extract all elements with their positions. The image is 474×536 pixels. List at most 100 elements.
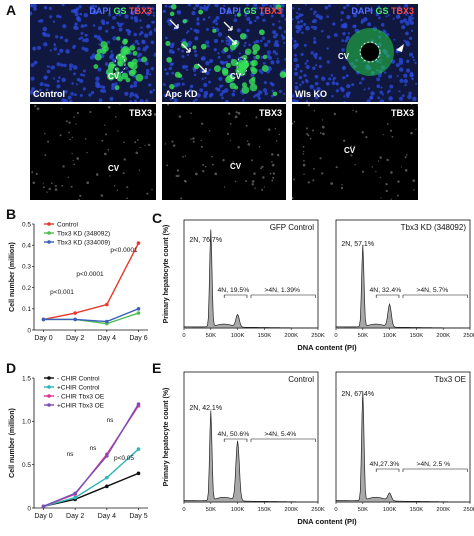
dapi-nucleus bbox=[63, 63, 67, 68]
dapi-nucleus bbox=[246, 4, 250, 6]
dapi-nucleus bbox=[384, 71, 387, 74]
tbx3-signal bbox=[172, 144, 176, 147]
tbx3-signal bbox=[237, 146, 240, 149]
tbx3-signal bbox=[353, 145, 356, 148]
dapi-nucleus bbox=[326, 47, 329, 50]
gs-cell bbox=[135, 73, 144, 82]
arrow-icon bbox=[169, 19, 179, 29]
dapi-nucleus bbox=[205, 40, 210, 45]
tbx3-signal bbox=[260, 167, 263, 170]
significance-label: p<0.0001 bbox=[76, 271, 104, 278]
condition-label-control: Control bbox=[33, 89, 65, 99]
dapi-nucleus bbox=[275, 33, 279, 37]
arrow-icon bbox=[197, 63, 207, 73]
dapi-nucleus bbox=[168, 22, 172, 26]
tissue-background bbox=[292, 104, 418, 200]
dapi-nucleus bbox=[225, 36, 229, 40]
legend-label: +CHIR Tbx3 OE bbox=[57, 402, 105, 409]
dapi-nucleus bbox=[162, 10, 165, 13]
dapi-nucleus bbox=[105, 21, 110, 25]
tbx3-signal bbox=[313, 110, 316, 112]
dapi-nucleus bbox=[413, 59, 416, 62]
x-tick-label: 200K bbox=[284, 507, 298, 513]
tbx3-signal bbox=[275, 140, 278, 142]
gs-cell bbox=[239, 33, 247, 40]
arrowhead-icon bbox=[396, 44, 404, 52]
data-point bbox=[73, 311, 77, 315]
dapi-nucleus bbox=[375, 12, 380, 17]
tbx3-signal bbox=[201, 122, 204, 125]
dapi-nucleus bbox=[78, 5, 82, 9]
dapi-nucleus bbox=[127, 32, 131, 36]
dapi-nucleus bbox=[412, 56, 415, 59]
dapi-nucleus bbox=[301, 13, 304, 17]
dapi-nucleus bbox=[221, 96, 224, 100]
tbx3-signal bbox=[182, 155, 184, 158]
gs-cell bbox=[249, 83, 258, 92]
dapi-nucleus bbox=[226, 10, 231, 15]
dapi-nucleus bbox=[163, 93, 167, 98]
cv-label: CV bbox=[108, 164, 120, 173]
dapi-nucleus bbox=[300, 19, 304, 23]
dapi-nucleus bbox=[271, 89, 274, 93]
dapi-nucleus bbox=[181, 77, 184, 80]
dapi-nucleus bbox=[82, 38, 86, 42]
dapi-nucleus bbox=[79, 78, 84, 84]
x-tick-label: 100K bbox=[231, 507, 245, 513]
x-tick-label: 0 bbox=[182, 333, 185, 339]
tbx3-signal bbox=[71, 136, 73, 139]
dapi-nucleus bbox=[299, 69, 303, 73]
dapi-nucleus bbox=[60, 63, 64, 67]
tbx3-signal bbox=[385, 189, 388, 193]
tbx3-signal bbox=[192, 140, 195, 143]
dapi-nucleus bbox=[300, 52, 304, 57]
dapi-nucleus bbox=[273, 34, 277, 39]
dapi-nucleus bbox=[213, 48, 217, 52]
tbx3-signal bbox=[46, 191, 48, 193]
tbx3-signal bbox=[413, 188, 415, 191]
gs-cell bbox=[234, 85, 239, 90]
dapi-nucleus bbox=[377, 5, 381, 9]
dapi-nucleus bbox=[255, 39, 258, 42]
dapi-nucleus bbox=[269, 4, 273, 8]
tbx3-signal bbox=[361, 170, 365, 173]
dapi-nucleus bbox=[305, 64, 310, 70]
tbx3-signal bbox=[76, 157, 80, 160]
dapi-nucleus bbox=[64, 38, 69, 43]
dapi-nucleus bbox=[84, 38, 89, 43]
gs-cell bbox=[236, 12, 241, 17]
dapi-nucleus bbox=[152, 88, 156, 92]
dapi-nucleus bbox=[305, 25, 310, 31]
tbx3-signal bbox=[123, 158, 126, 161]
dapi-nucleus bbox=[30, 76, 35, 81]
dapi-nucleus bbox=[111, 82, 116, 88]
gs-cell bbox=[141, 56, 148, 63]
tbx3-signal bbox=[202, 170, 205, 173]
dapi-nucleus bbox=[318, 56, 322, 60]
dapi-nucleus bbox=[129, 100, 133, 102]
tbx3-signal bbox=[126, 197, 128, 200]
legend-marker bbox=[47, 376, 51, 380]
dapi-nucleus bbox=[146, 24, 151, 29]
x-tick-label: 200K bbox=[436, 333, 450, 339]
tbx3-signal bbox=[390, 171, 393, 174]
tbx3-signal bbox=[32, 181, 36, 185]
data-point bbox=[136, 307, 141, 311]
dapi-nucleus bbox=[404, 40, 410, 45]
micro-apc-tbx3: TBX3 CV bbox=[162, 104, 286, 200]
gs-cell bbox=[93, 64, 99, 69]
dapi-nucleus bbox=[218, 76, 223, 81]
dapi-nucleus bbox=[318, 15, 324, 20]
gs-cell bbox=[214, 65, 221, 73]
dapi-nucleus bbox=[343, 6, 347, 10]
dapi-nucleus bbox=[409, 73, 414, 78]
dapi-nucleus bbox=[95, 83, 100, 88]
tbx3-signal bbox=[321, 125, 325, 129]
dapi-nucleus bbox=[124, 91, 129, 96]
y-tick-label: 1.5 bbox=[22, 375, 31, 382]
dapi-nucleus bbox=[194, 36, 199, 41]
cv-outline bbox=[114, 54, 126, 74]
x-tick-label: 0 bbox=[334, 333, 337, 339]
gs-cell bbox=[120, 47, 129, 56]
dapi-nucleus bbox=[181, 64, 187, 70]
